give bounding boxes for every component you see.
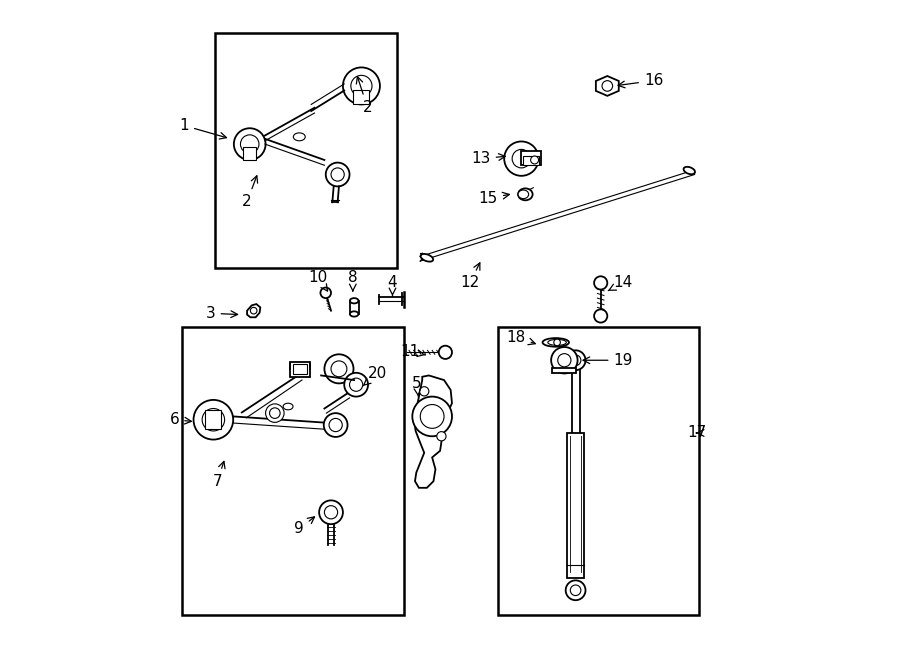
- Circle shape: [194, 400, 233, 440]
- Text: 14: 14: [608, 276, 633, 291]
- Polygon shape: [248, 304, 260, 317]
- Text: 2: 2: [242, 176, 257, 209]
- Circle shape: [343, 67, 380, 104]
- Circle shape: [331, 168, 344, 181]
- Text: 9: 9: [294, 517, 314, 536]
- Circle shape: [558, 354, 571, 367]
- Circle shape: [419, 387, 428, 396]
- Bar: [243, 147, 256, 160]
- Circle shape: [554, 339, 561, 346]
- Circle shape: [436, 432, 446, 441]
- Circle shape: [326, 163, 349, 186]
- Circle shape: [504, 141, 538, 176]
- Text: 16: 16: [618, 73, 663, 88]
- Text: 8: 8: [348, 270, 357, 291]
- Text: 13: 13: [472, 151, 505, 166]
- Ellipse shape: [284, 403, 293, 410]
- Text: 19: 19: [583, 353, 633, 368]
- Circle shape: [344, 373, 368, 397]
- Circle shape: [571, 585, 580, 596]
- Text: 12: 12: [460, 263, 480, 290]
- Text: 7: 7: [212, 461, 225, 488]
- Text: 11: 11: [400, 344, 426, 359]
- Ellipse shape: [543, 338, 569, 346]
- Ellipse shape: [518, 190, 528, 198]
- Circle shape: [250, 307, 257, 314]
- Circle shape: [566, 350, 586, 370]
- Circle shape: [331, 361, 346, 377]
- Text: 18: 18: [507, 330, 536, 344]
- Bar: [521, 151, 541, 165]
- Text: 4: 4: [388, 276, 397, 296]
- Bar: [553, 368, 576, 373]
- Circle shape: [594, 276, 608, 290]
- Bar: [498, 327, 699, 615]
- Circle shape: [324, 506, 338, 519]
- Circle shape: [439, 346, 452, 359]
- Bar: [292, 364, 307, 374]
- Polygon shape: [414, 375, 452, 488]
- Bar: [205, 410, 221, 429]
- Bar: [354, 90, 369, 104]
- Circle shape: [351, 75, 372, 97]
- Text: 17: 17: [687, 426, 707, 440]
- Circle shape: [349, 378, 363, 391]
- Polygon shape: [596, 76, 619, 96]
- Circle shape: [412, 397, 452, 436]
- Circle shape: [594, 309, 608, 323]
- Ellipse shape: [350, 311, 358, 317]
- Circle shape: [566, 580, 586, 600]
- Circle shape: [602, 81, 613, 91]
- Circle shape: [269, 408, 280, 418]
- Circle shape: [320, 500, 343, 524]
- Circle shape: [512, 149, 531, 168]
- Bar: [290, 362, 310, 377]
- Circle shape: [234, 128, 266, 160]
- Text: 20: 20: [364, 366, 387, 385]
- Ellipse shape: [684, 167, 695, 175]
- Circle shape: [531, 156, 538, 164]
- Bar: [183, 327, 404, 615]
- Bar: [523, 156, 539, 165]
- Circle shape: [202, 408, 225, 431]
- Circle shape: [240, 135, 259, 153]
- Bar: [567, 433, 584, 578]
- Circle shape: [320, 288, 331, 298]
- Ellipse shape: [548, 340, 566, 345]
- Ellipse shape: [420, 254, 433, 262]
- Text: 1: 1: [179, 118, 227, 139]
- Text: 15: 15: [479, 191, 509, 206]
- Circle shape: [266, 404, 284, 422]
- Circle shape: [324, 354, 354, 383]
- Circle shape: [329, 418, 342, 432]
- Text: 6: 6: [169, 412, 192, 427]
- Circle shape: [551, 347, 578, 373]
- Ellipse shape: [518, 188, 533, 200]
- Bar: [215, 33, 397, 268]
- Text: 3: 3: [206, 306, 238, 321]
- Text: 5: 5: [412, 376, 422, 397]
- Circle shape: [571, 355, 580, 366]
- Text: 2: 2: [356, 77, 373, 114]
- Circle shape: [420, 405, 444, 428]
- Ellipse shape: [293, 133, 305, 141]
- Text: 10: 10: [308, 270, 328, 291]
- Ellipse shape: [350, 298, 358, 303]
- Circle shape: [324, 413, 347, 437]
